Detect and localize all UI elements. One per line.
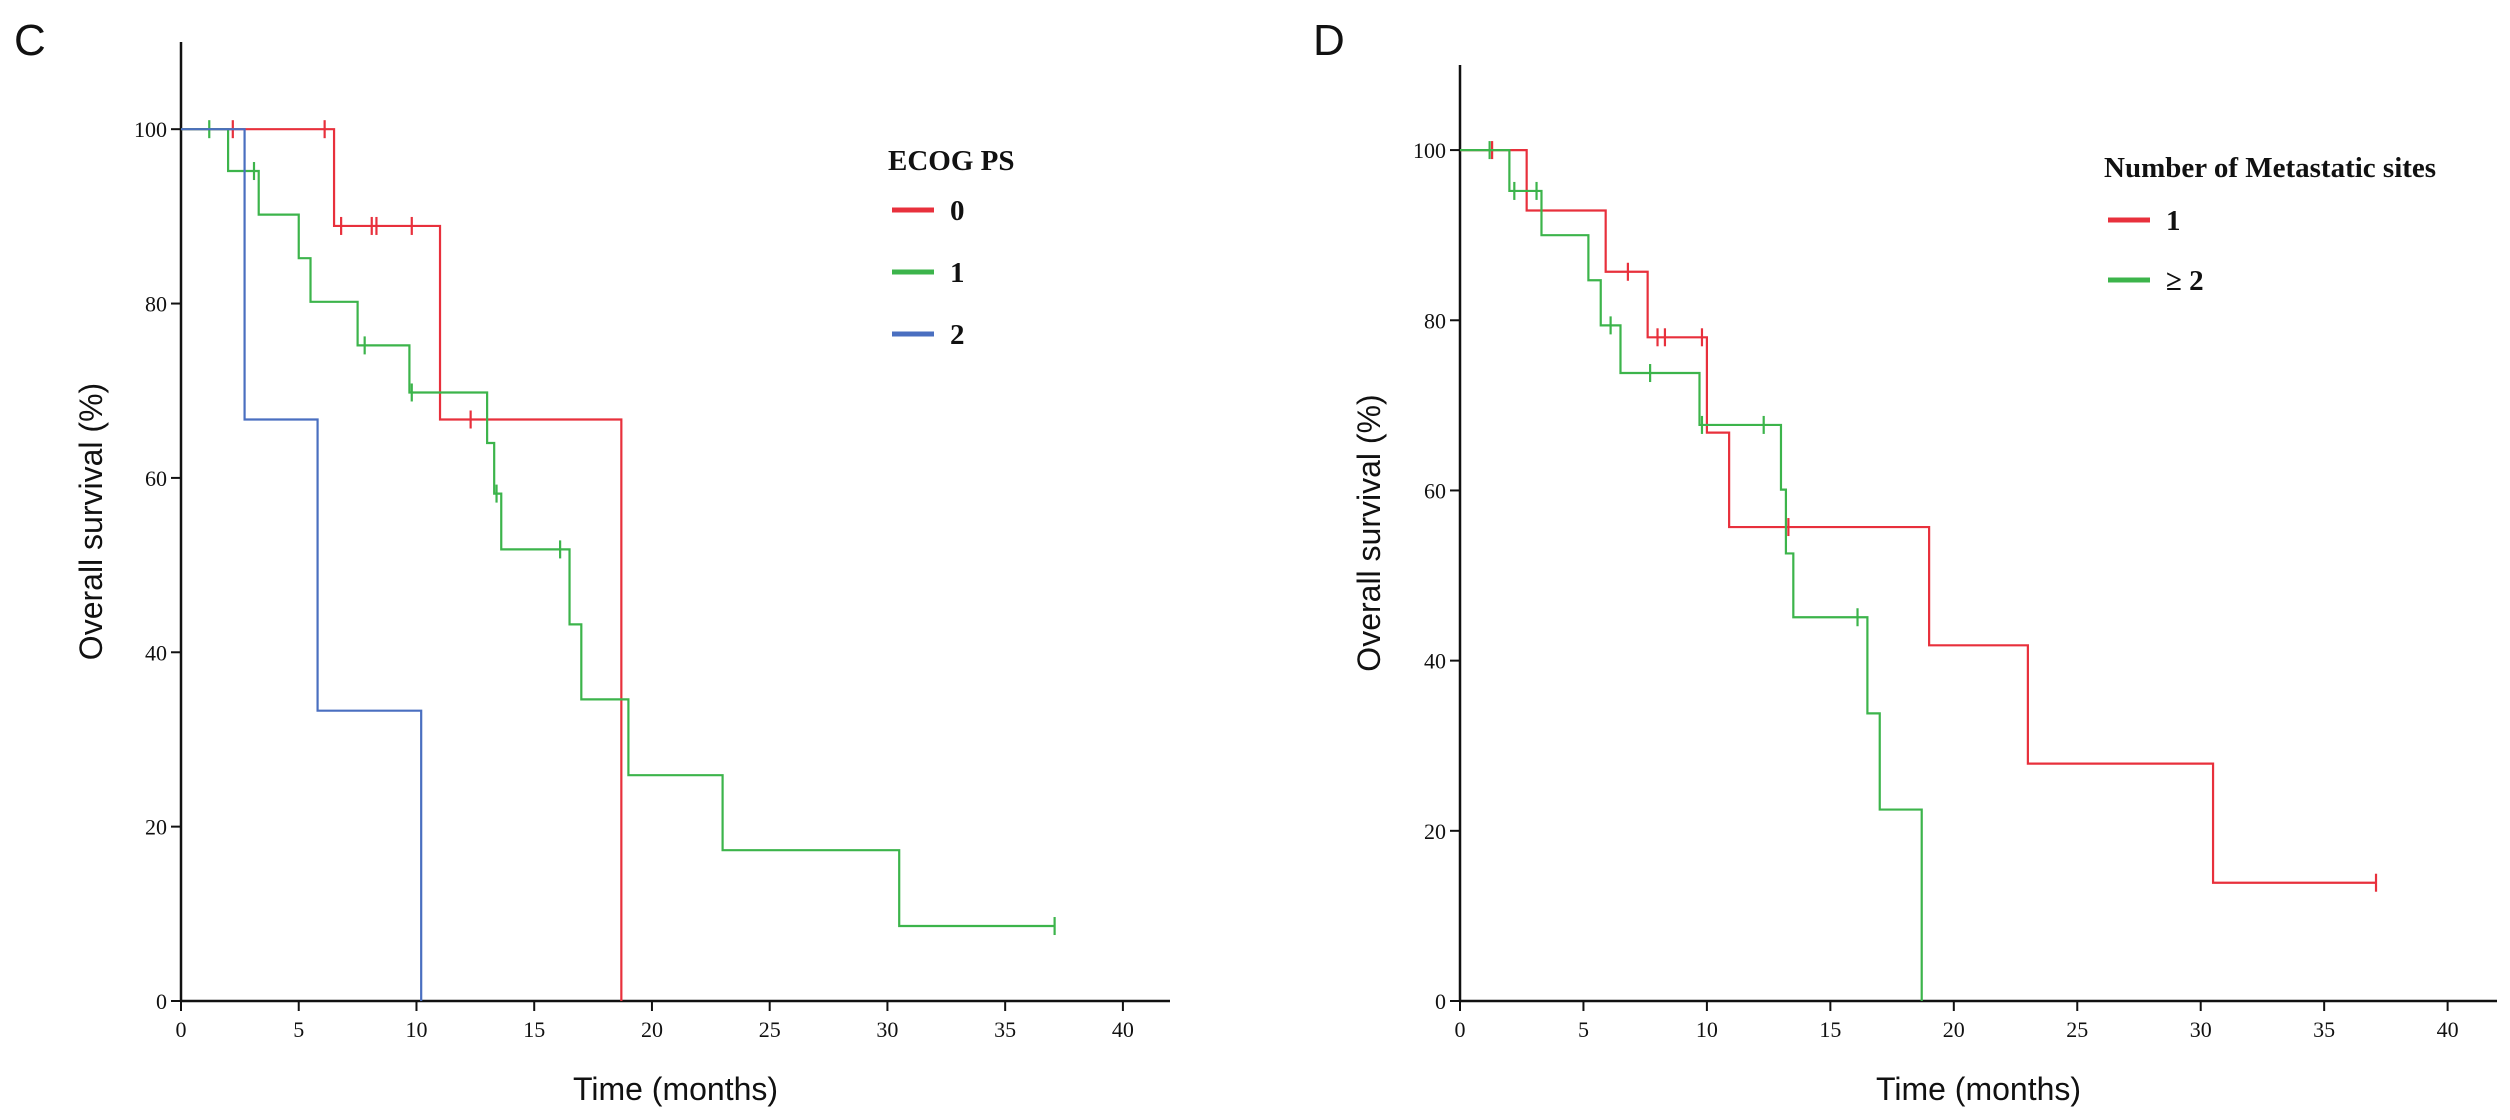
- x-tick-label: 5: [293, 1017, 304, 1042]
- x-tick-label: 30: [876, 1017, 898, 1042]
- series-2: [1460, 141, 1923, 1001]
- survival-curve: [1460, 148, 1923, 1001]
- panel-label: C: [14, 16, 46, 65]
- legend-entry-label: 1: [2166, 205, 2181, 237]
- x-axis-title: Time (months): [1876, 1071, 2081, 1107]
- x-tick-label: 25: [759, 1017, 781, 1042]
- y-tick-label: 20: [145, 815, 167, 840]
- y-tick-label: 40: [1424, 649, 1446, 674]
- panel-label: D: [1313, 16, 1345, 65]
- y-tick-label: 80: [1424, 308, 1446, 333]
- survival-curve: [1460, 148, 2377, 884]
- x-tick-label: 40: [2437, 1017, 2459, 1042]
- y-axis-title: Overall survival (%): [73, 383, 109, 660]
- x-tick-label: 0: [1455, 1017, 1466, 1042]
- x-tick-label: 40: [1112, 1017, 1134, 1042]
- y-tick-label: 0: [156, 989, 167, 1014]
- legend-title: Number of Metastatic sites: [2104, 152, 2436, 184]
- survival-curve: [181, 128, 423, 1001]
- survival-curve: [181, 128, 1055, 928]
- x-tick-label: 20: [641, 1017, 663, 1042]
- chart-panel-d: D 0 5 10 15 20 25 30 35 40 0 20 40 60 80 100 Time (month…: [1313, 16, 2497, 1107]
- series-1: [1460, 141, 2378, 892]
- survival-curve: [181, 128, 623, 1001]
- series-2: [181, 120, 1056, 936]
- x-tick-label: 35: [994, 1017, 1016, 1042]
- legend-entry-label: 0: [950, 195, 965, 227]
- series-1: [181, 120, 623, 1001]
- legend: Number of Metastatic sites 1 ≥ 2: [2104, 152, 2436, 297]
- y-tick-label: 100: [134, 117, 167, 142]
- x-tick-label: 35: [2313, 1017, 2335, 1042]
- legend-title: ECOG PS: [888, 145, 1015, 177]
- legend: ECOG PS 0 1 2: [888, 145, 1015, 351]
- x-tick-label: 15: [523, 1017, 545, 1042]
- x-tick-label: 0: [176, 1017, 187, 1042]
- x-tick-label: 25: [2066, 1017, 2088, 1042]
- x-tick-label: 10: [1696, 1017, 1718, 1042]
- legend-entry-label: ≥ 2: [2166, 265, 2204, 297]
- x-tick-label: 10: [405, 1017, 427, 1042]
- legend-entry-label: 2: [950, 319, 965, 351]
- y-tick-label: 100: [1413, 138, 1446, 163]
- y-tick-label: 20: [1424, 819, 1446, 844]
- y-tick-label: 0: [1435, 989, 1446, 1014]
- series-3: [181, 128, 423, 1001]
- x-tick-label: 30: [2190, 1017, 2212, 1042]
- y-tick-label: 40: [145, 640, 167, 665]
- y-axis-title: Overall survival (%): [1351, 394, 1387, 671]
- y-tick-label: 60: [145, 466, 167, 491]
- y-tick-label: 60: [1424, 478, 1446, 503]
- x-tick-label: 15: [1819, 1017, 1841, 1042]
- x-tick-label: 20: [1943, 1017, 1965, 1042]
- y-tick-label: 80: [145, 292, 167, 317]
- legend-entry-label: 1: [950, 257, 965, 289]
- x-tick-label: 5: [1578, 1017, 1589, 1042]
- x-axis-title: Time (months): [573, 1071, 778, 1107]
